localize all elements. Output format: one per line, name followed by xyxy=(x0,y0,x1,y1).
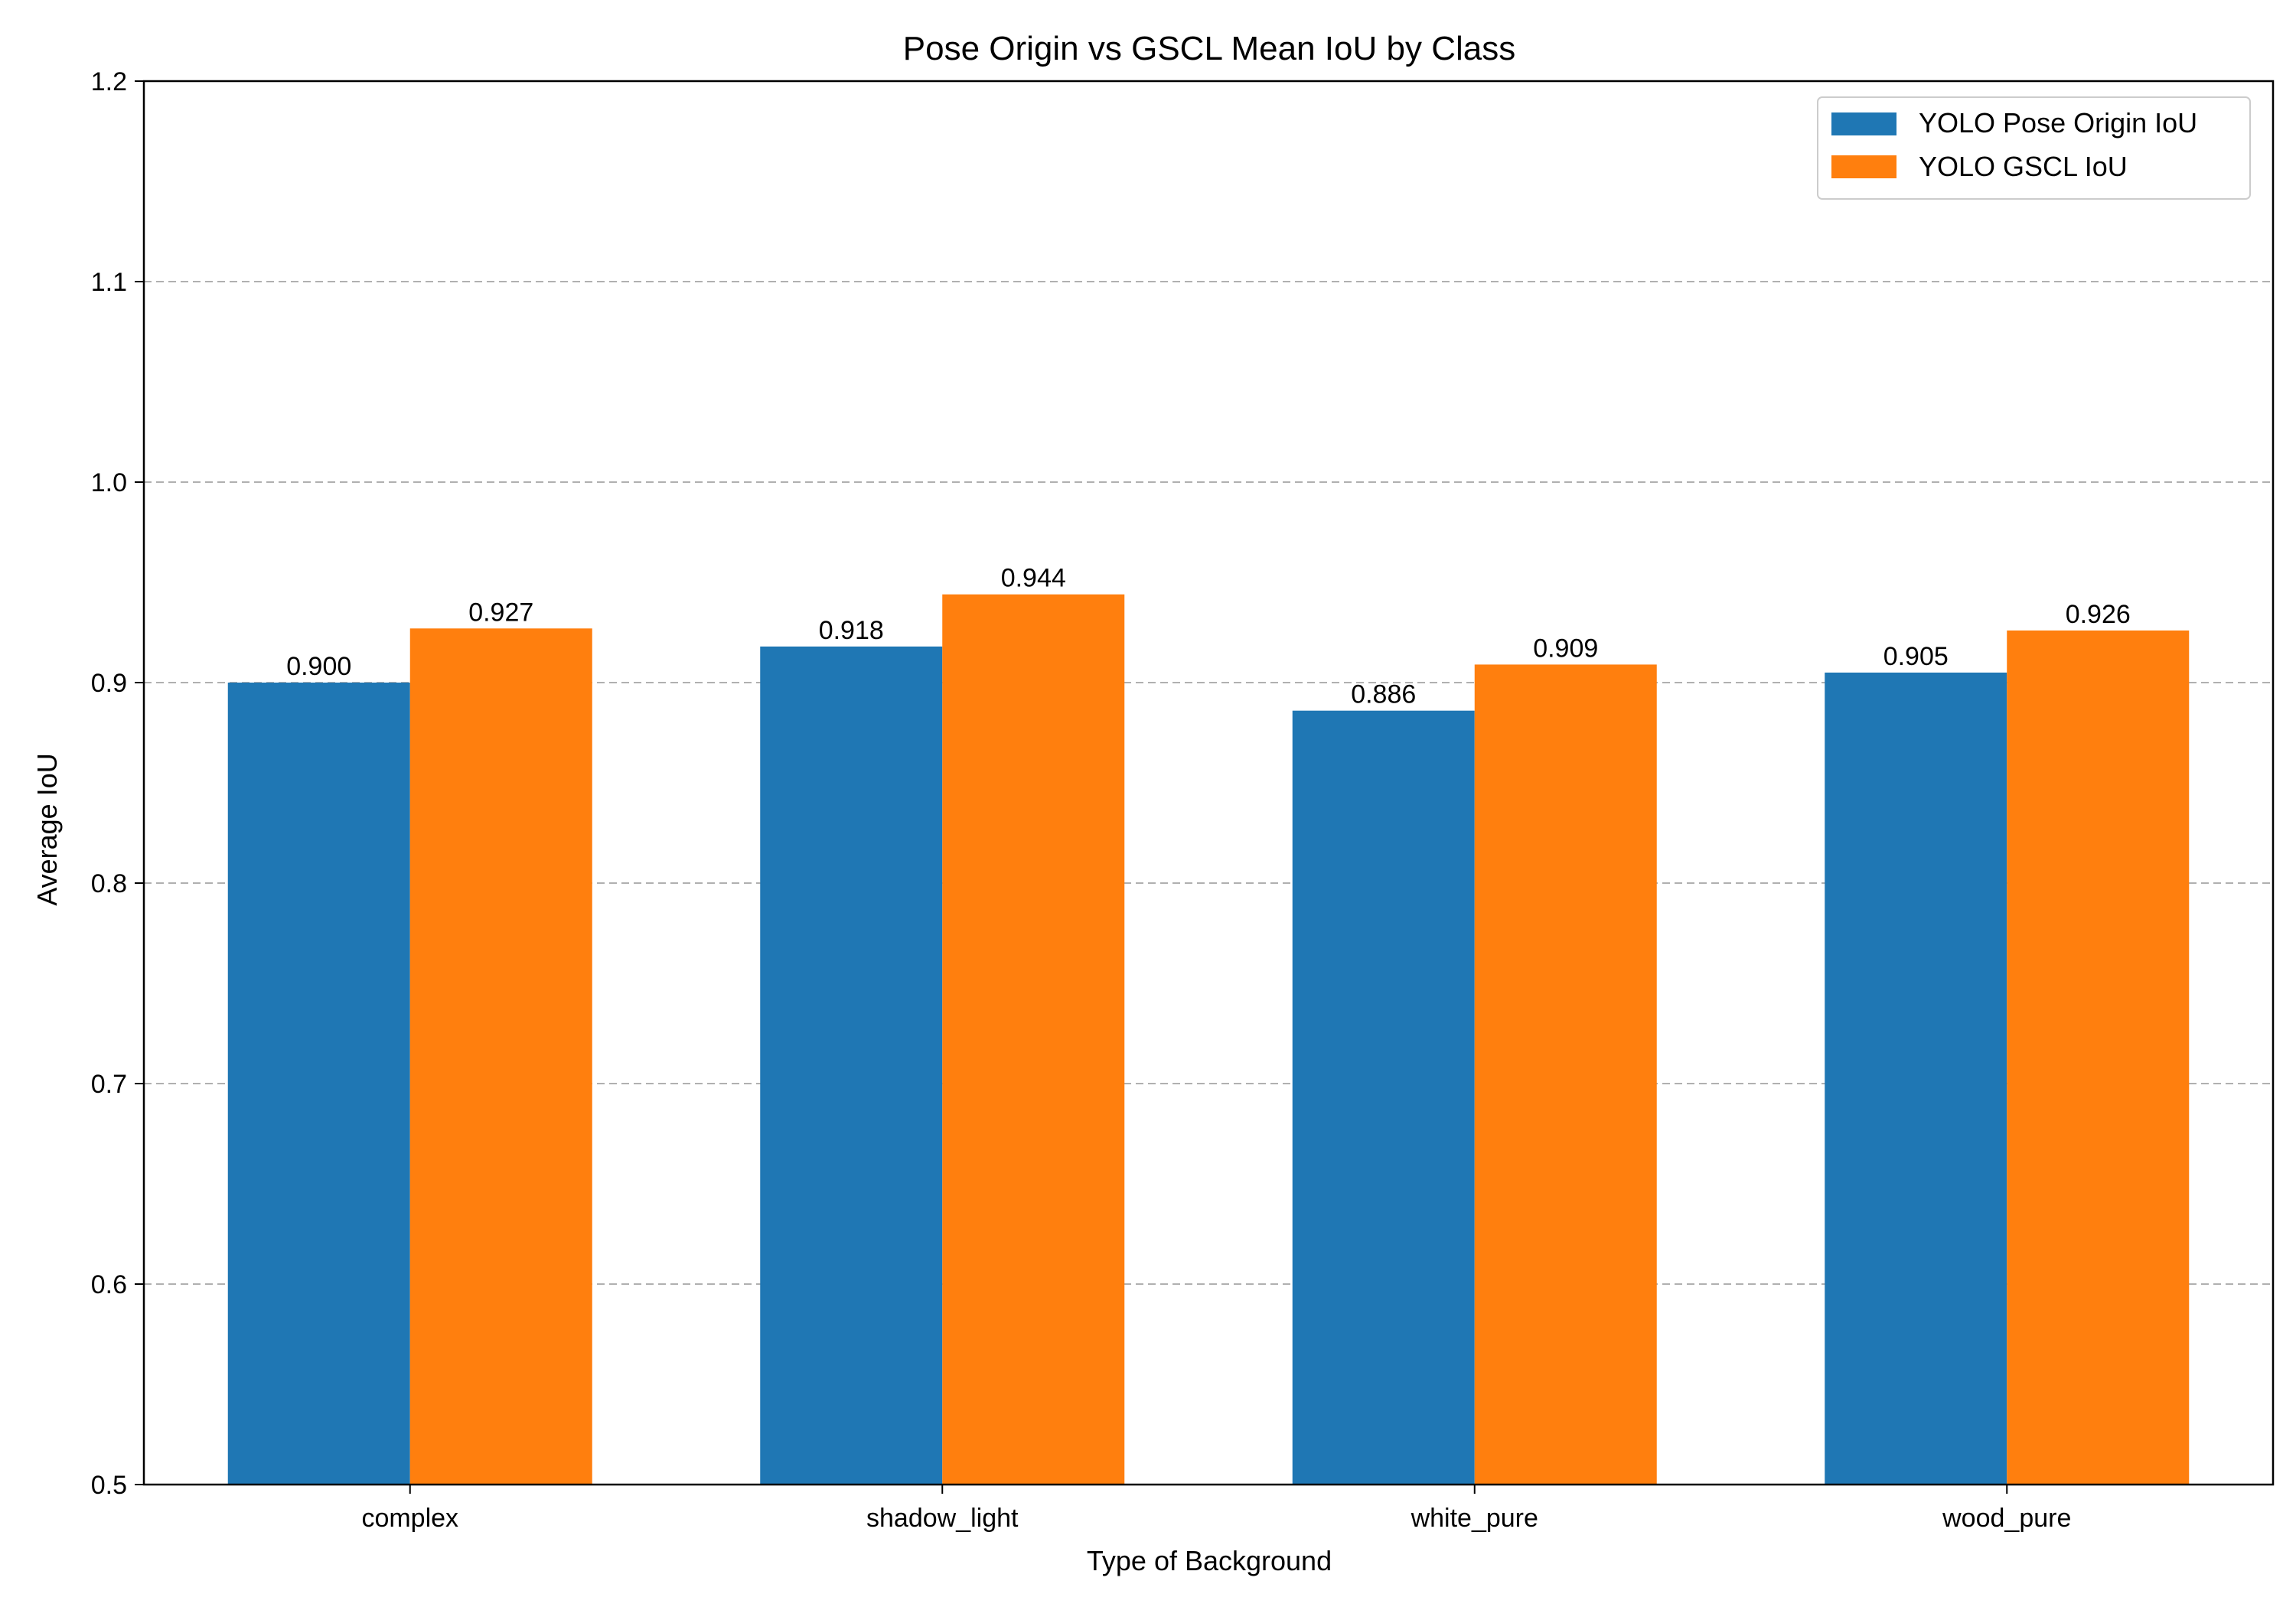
bar xyxy=(227,683,410,1485)
data-label: 0.927 xyxy=(468,598,533,627)
bar xyxy=(942,594,1125,1485)
x-tick-label: shadow_light xyxy=(866,1504,1019,1533)
data-label: 0.886 xyxy=(1351,680,1416,709)
bar xyxy=(1825,672,2007,1485)
data-label: 0.926 xyxy=(2066,600,2131,629)
data-label: 0.909 xyxy=(1533,634,1598,663)
y-tick-label: 0.7 xyxy=(91,1070,127,1099)
legend-label-gscl: YOLO GSCL IoU xyxy=(1919,151,2128,182)
bar xyxy=(1292,710,1475,1485)
bars xyxy=(227,594,2190,1485)
legend-label-pose-origin: YOLO Pose Origin IoU xyxy=(1919,107,2197,139)
y-tick-label: 0.9 xyxy=(91,669,127,698)
data-label: 0.900 xyxy=(286,652,351,681)
y-tick-label: 0.8 xyxy=(91,869,127,898)
chart-title: Pose Origin vs GSCL Mean IoU by Class xyxy=(903,30,1515,67)
legend-swatch-pose-origin xyxy=(1831,112,1896,135)
axes: 0.5 0.6 0.7 0.8 0.9 1.0 1.1 1.2 complex shadow_li… xyxy=(91,67,2072,1533)
x-tick-label: wood_pure xyxy=(1942,1504,2071,1533)
legend-frame xyxy=(1817,96,2251,200)
bar xyxy=(760,646,943,1485)
x-tick-label: complex xyxy=(361,1504,458,1533)
legend: YOLO Pose Origin IoU YOLO GSCL IoU xyxy=(1817,96,2251,200)
x-axis-title: Type of Background xyxy=(1087,1545,1332,1576)
x-tick-label: white_pure xyxy=(1411,1504,1538,1533)
plot-frame xyxy=(142,80,2275,1486)
y-tick-label: 1.2 xyxy=(91,67,127,96)
bar xyxy=(1474,664,1657,1485)
y-tick-label: 1.0 xyxy=(91,468,127,497)
legend-swatch-gscl xyxy=(1831,155,1896,178)
bar xyxy=(409,628,592,1485)
data-label: 0.944 xyxy=(1001,564,1066,593)
data-label: 0.905 xyxy=(1883,642,1949,671)
y-tick-label: 1.1 xyxy=(91,268,127,297)
bar xyxy=(2007,630,2190,1485)
y-axis-title: Average IoU xyxy=(31,753,63,905)
data-labels: 0.900 0.927 0.918 0.944 0.886 0.909 0.905 0.926 xyxy=(286,564,2131,709)
y-tick-label: 0.6 xyxy=(91,1270,127,1299)
y-tick-label: 0.5 xyxy=(91,1471,127,1500)
data-label: 0.918 xyxy=(819,616,884,645)
